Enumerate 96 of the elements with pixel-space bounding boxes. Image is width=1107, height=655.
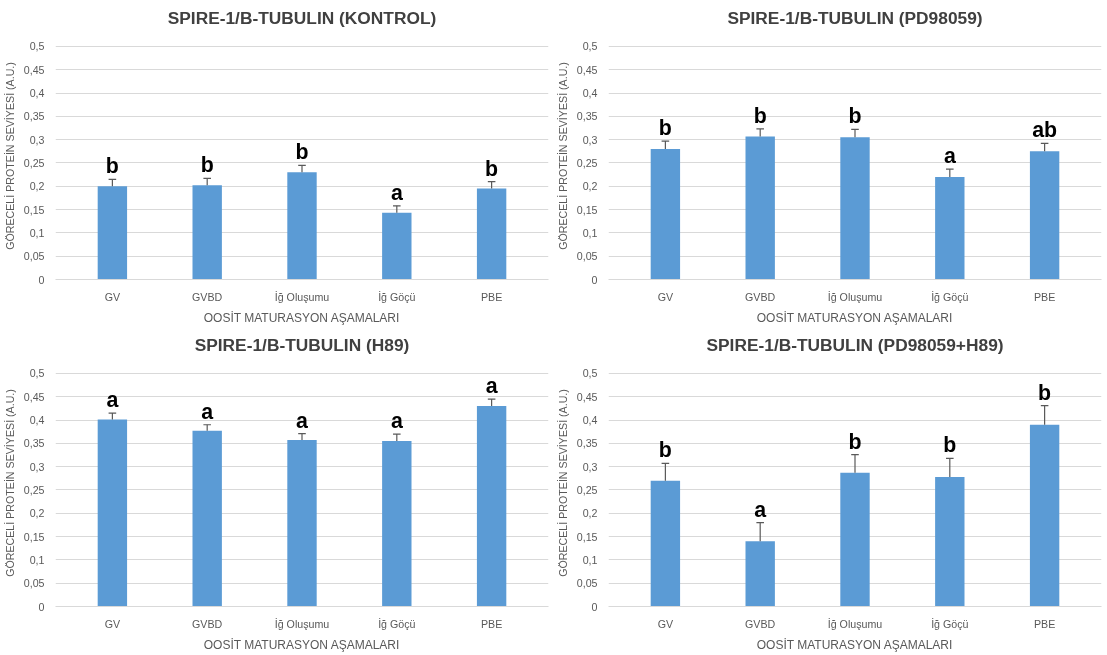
data-label: b <box>200 153 214 178</box>
y-tick-label: 0,4 <box>582 87 598 100</box>
y-tick-label: 0,15 <box>23 530 45 543</box>
x-tick-label: GVBD <box>192 290 223 303</box>
data-label: b <box>658 116 672 141</box>
y-tick-label: 0,3 <box>582 460 598 473</box>
x-tick-label: PBE <box>480 617 503 630</box>
data-label: b <box>848 429 862 454</box>
x-tick-label: GV <box>657 290 674 303</box>
y-tick-label: 0,5 <box>582 40 598 53</box>
y-axis-title: GÖRECELİ PROTEİN SEVİYESİ (A.U.) <box>556 389 569 577</box>
y-tick-label: 0,25 <box>23 483 45 496</box>
x-axis-title: OOSİT MATURASYON AŞAMALARI <box>756 310 953 325</box>
y-axis-title: GÖRECELİ PROTEİN SEVİYESİ (A.U.) <box>3 62 16 250</box>
x-tick-label: GVBD <box>192 617 223 630</box>
y-tick-label: 0,2 <box>582 180 598 193</box>
y-tick-label: 0,5 <box>582 367 598 380</box>
y-tick-label: 0,25 <box>576 483 598 496</box>
y-tick-label: 0,2 <box>29 180 45 193</box>
y-tick-label: 0,4 <box>29 414 45 427</box>
y-tick-label: 0,15 <box>576 203 598 216</box>
x-tick-label: İğ Göçü <box>931 617 969 630</box>
x-tick-label: İğ Göçü <box>378 290 416 303</box>
x-tick-label: PBE <box>1033 290 1056 303</box>
y-tick-label: 0,1 <box>582 226 598 239</box>
y-tick-label: 0,35 <box>576 437 598 450</box>
data-label: b <box>943 433 957 458</box>
x-tick-label: GVBD <box>745 617 776 630</box>
x-axis-title: OOSİT MATURASYON AŞAMALARI <box>203 310 400 325</box>
data-label: a <box>485 374 498 399</box>
y-tick-label: 0,4 <box>29 87 45 100</box>
x-tick-label: İğ Göçü <box>931 290 969 303</box>
y-tick-label: 0,3 <box>29 133 45 146</box>
y-tick-label: 0,2 <box>29 507 45 520</box>
y-tick-label: 0,2 <box>582 507 598 520</box>
data-label: b <box>295 140 309 165</box>
data-label: a <box>754 497 767 522</box>
y-tick-label: 0,1 <box>29 553 45 566</box>
y-tick-label: 0,25 <box>23 156 45 169</box>
x-tick-label: İğ Oluşumu <box>274 617 330 630</box>
y-tick-label: 0,05 <box>576 577 598 590</box>
x-tick-label: GV <box>657 617 674 630</box>
y-tick-label: 0,4 <box>582 414 598 427</box>
y-tick-label: 0,05 <box>576 250 598 263</box>
y-tick-label: 0,45 <box>23 63 45 76</box>
y-tick-label: 0 <box>38 273 45 286</box>
chart-title: SPIRE-1/B-TUBULIN (PD98059) <box>727 7 983 28</box>
x-tick-label: PBE <box>1033 617 1056 630</box>
y-tick-label: 0,05 <box>23 577 45 590</box>
data-label: a <box>201 399 214 424</box>
x-axis-title: OOSİT MATURASYON AŞAMALARI <box>203 637 400 652</box>
y-tick-label: 0 <box>591 600 598 613</box>
x-tick-label: İğ Oluşumu <box>827 617 883 630</box>
y-tick-label: 0,15 <box>576 530 598 543</box>
chart-title: SPIRE-1/B-TUBULIN (KONTROL) <box>167 7 437 28</box>
x-tick-label: İğ Göçü <box>378 617 416 630</box>
data-label: a <box>296 408 309 433</box>
chart-title: SPIRE-1/B-TUBULIN (PD98059+H89) <box>706 334 1004 355</box>
y-tick-label: 0,35 <box>23 437 45 450</box>
chart-title: SPIRE-1/B-TUBULIN (H89) <box>194 334 410 355</box>
data-label: a <box>106 388 119 413</box>
y-tick-label: 0,5 <box>29 367 45 380</box>
y-tick-label: 0,05 <box>23 250 45 263</box>
data-label: a <box>390 409 403 434</box>
y-tick-label: 0,45 <box>576 390 598 403</box>
y-axis-title: GÖRECELİ PROTEİN SEVİYESİ (A.U.) <box>3 389 16 577</box>
x-axis-title: OOSİT MATURASYON AŞAMALARI <box>756 637 953 652</box>
y-tick-label: 0,3 <box>29 460 45 473</box>
data-label: b <box>105 154 119 179</box>
data-label: b <box>753 103 767 128</box>
data-label: b <box>848 104 862 129</box>
y-tick-label: 0,35 <box>23 110 45 123</box>
x-tick-label: İğ Oluşumu <box>274 290 330 303</box>
y-tick-label: 0,45 <box>576 63 598 76</box>
y-tick-label: 0,45 <box>23 390 45 403</box>
y-tick-label: 0,1 <box>582 553 598 566</box>
y-tick-label: 0,25 <box>576 156 598 169</box>
data-label: b <box>485 156 499 181</box>
x-tick-label: GV <box>104 290 121 303</box>
data-label: a <box>390 180 403 205</box>
x-tick-label: GVBD <box>745 290 776 303</box>
x-tick-label: GV <box>104 617 121 630</box>
x-tick-label: PBE <box>480 290 503 303</box>
data-label: b <box>1038 380 1052 405</box>
data-label: a <box>943 144 956 169</box>
data-label: ab <box>1032 118 1058 143</box>
y-tick-label: 0,3 <box>582 133 598 146</box>
y-axis-title: GÖRECELİ PROTEİN SEVİYESİ (A.U.) <box>556 62 569 250</box>
y-tick-label: 0,1 <box>29 226 45 239</box>
y-tick-label: 0,5 <box>29 40 45 53</box>
y-tick-label: 0,15 <box>23 203 45 216</box>
y-tick-label: 0 <box>38 600 45 613</box>
x-tick-label: İğ Oluşumu <box>827 290 883 303</box>
y-tick-label: 0 <box>591 273 598 286</box>
y-tick-label: 0,35 <box>576 110 598 123</box>
data-label: b <box>658 438 672 463</box>
